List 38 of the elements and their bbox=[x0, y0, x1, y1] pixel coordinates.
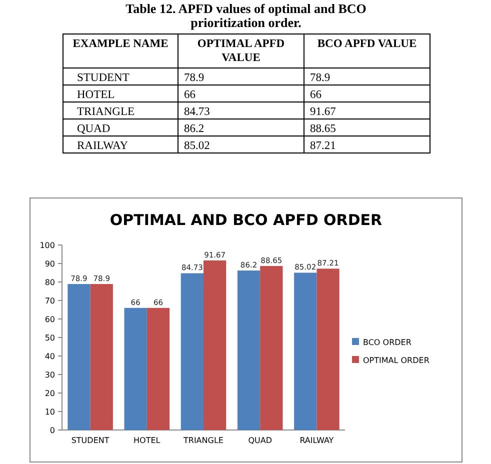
text: 78.9 bbox=[310, 72, 330, 84]
legend-label: BCO ORDER bbox=[363, 338, 412, 347]
y-tick-label: 20 bbox=[44, 389, 55, 398]
y-tick-label: 30 bbox=[44, 370, 55, 380]
category-label: QUAD bbox=[77, 123, 110, 135]
chart-title: OPTIMAL AND BCO APFD ORDER bbox=[110, 211, 383, 229]
x-tick-label: QUAD bbox=[248, 436, 272, 445]
y-tick-label: 10 bbox=[44, 408, 55, 416]
y-tick-label: 0 bbox=[50, 426, 55, 435]
text: 88.65 bbox=[310, 123, 336, 135]
legend-label: OPTIMAL ORDER bbox=[363, 356, 430, 365]
x-tick-label: TRIANGLE bbox=[182, 436, 224, 445]
category-label: STUDENT bbox=[77, 72, 130, 84]
text: 84.73 bbox=[184, 106, 210, 118]
text: 66 bbox=[184, 89, 196, 101]
category-label: TRIANGLE bbox=[77, 106, 134, 118]
text: 66 bbox=[310, 89, 322, 101]
y-tick-label: 50 bbox=[44, 334, 55, 342]
y-tick-label: 100 bbox=[40, 241, 55, 250]
y-tick-label: 80 bbox=[44, 278, 55, 287]
text: 87.21 bbox=[310, 140, 336, 152]
text: 85.02 bbox=[184, 140, 210, 152]
x-tick-label: HOTEL bbox=[134, 436, 161, 445]
y-tick-label: 60 bbox=[44, 315, 55, 324]
caption: Table 12. APFD values of optimal and BCO prioritization order. bbox=[126, 1, 366, 30]
x-tick-label: STUDENT bbox=[71, 436, 110, 445]
y-tick-label: 40 bbox=[44, 352, 55, 361]
x-tick-label: RAILWAY bbox=[300, 436, 334, 445]
text: EXAMPLE NAME bbox=[72, 38, 169, 50]
category-label: HOTEL bbox=[77, 89, 115, 101]
text: BCO APFD VALUE bbox=[317, 38, 417, 50]
text: 91.67 bbox=[310, 106, 336, 118]
text: 86.2 bbox=[184, 123, 204, 135]
y-tick-label: 90 bbox=[44, 260, 55, 268]
text: 78.9 bbox=[184, 72, 204, 84]
y-tick-label: 70 bbox=[44, 296, 55, 306]
category-label: RAILWAY bbox=[77, 140, 128, 152]
text: OPTIMAL APFD VALUE bbox=[197, 38, 285, 64]
